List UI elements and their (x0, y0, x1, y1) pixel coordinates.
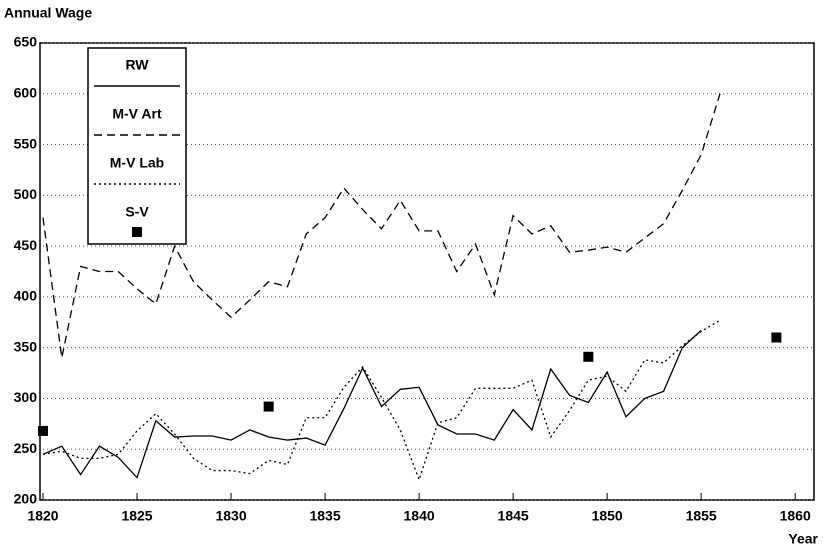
legend-label: M-V Art (112, 106, 162, 122)
x-tick-label: 1835 (309, 508, 340, 524)
y-tick-label: 500 (14, 186, 38, 202)
y-axis-label: Annual Wage (4, 5, 92, 21)
legend (87, 47, 187, 245)
series-line (42, 93, 721, 358)
y-tick-label: 300 (14, 389, 38, 405)
y-tick-label: 200 (14, 491, 38, 507)
x-tick-label: 1825 (121, 508, 152, 524)
x-axis-label: Year (788, 531, 818, 547)
series-line (42, 329, 702, 479)
x-tick-label: 1830 (215, 508, 246, 524)
legend-label: S-V (125, 204, 149, 220)
y-tick-label: 450 (14, 237, 38, 253)
legend-label: RW (125, 57, 149, 73)
x-tick-label: 1850 (592, 508, 623, 524)
point (583, 351, 594, 362)
x-tick-label: 1845 (498, 508, 529, 524)
point (771, 332, 782, 343)
y-tick-label: 550 (14, 135, 38, 151)
point (263, 401, 274, 412)
y-tick-label: 400 (14, 288, 38, 304)
y-tick-label: 350 (14, 338, 38, 354)
x-tick-label: 1855 (686, 508, 717, 524)
y-tick-label: 650 (14, 34, 38, 50)
y-tick-label: 600 (14, 84, 38, 100)
x-tick-label: 1840 (404, 508, 435, 524)
y-tick-label: 250 (14, 440, 38, 456)
x-tick-label: 1860 (780, 508, 811, 524)
x-tick-label: 1820 (27, 508, 58, 524)
legend-label: M-V Lab (110, 155, 164, 171)
point (38, 425, 48, 436)
legend-swatch (132, 227, 142, 237)
